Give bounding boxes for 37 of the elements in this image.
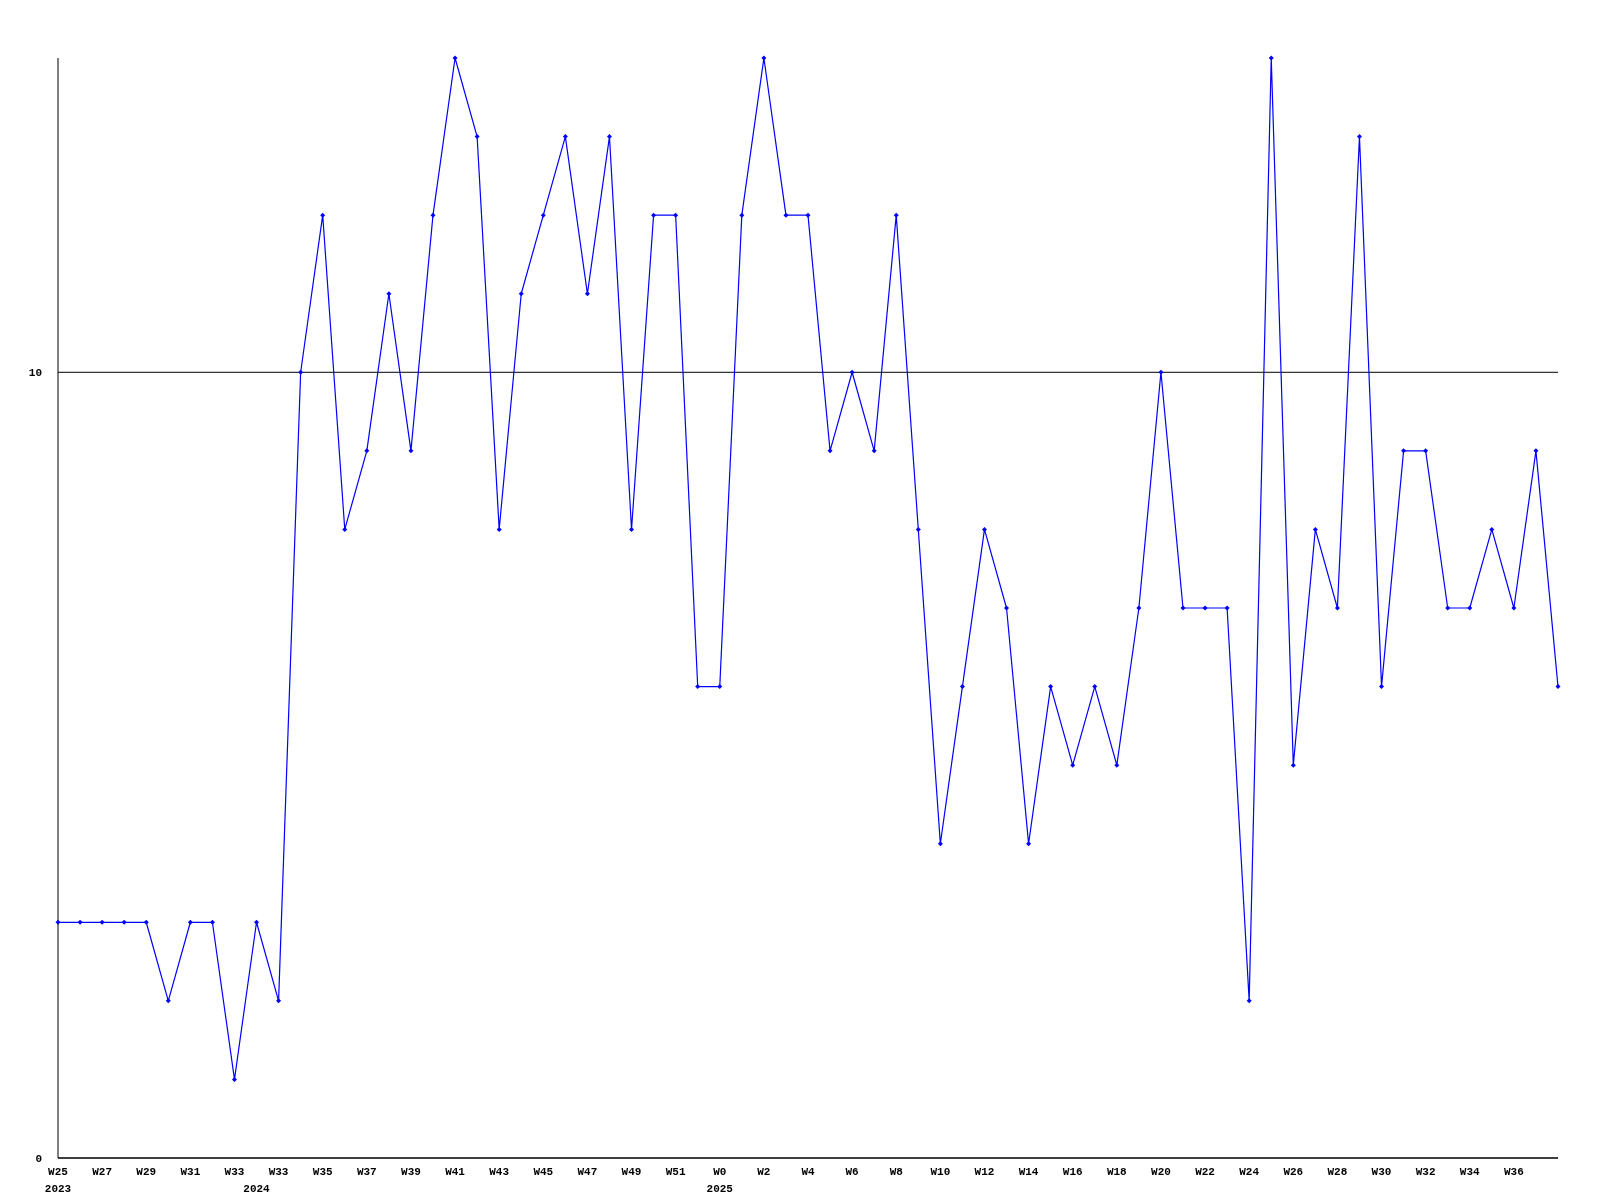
x-tick-label: W33 (268, 1166, 289, 1178)
x-tick-label: W49 (621, 1166, 642, 1178)
x-tick-label: 2024 (243, 1183, 271, 1195)
x-tick-label: W45 (533, 1166, 554, 1178)
x-tick-label: W18 (1106, 1166, 1128, 1178)
x-tick-label: W37 (356, 1166, 377, 1178)
x-tick-label: W35 (312, 1166, 333, 1178)
x-tick-label: W16 (1062, 1166, 1083, 1178)
x-tick-label: W2 (757, 1166, 771, 1178)
x-tick-label: W27 (92, 1166, 113, 1178)
x-tick-label: W33 (224, 1166, 245, 1178)
x-tick-label: W14 (1018, 1166, 1039, 1178)
x-tick-label: W4 (801, 1166, 815, 1178)
x-tick-label: W25 2023 (44, 1166, 72, 1195)
y-tick-label: 10 (28, 367, 42, 380)
x-tick-label: W8 (889, 1166, 904, 1178)
x-tick-label: W6 (845, 1166, 859, 1178)
x-tick-label: W51 (665, 1166, 686, 1178)
x-tick-label: W31 (180, 1166, 201, 1178)
x-tick-label: W34 (1459, 1166, 1481, 1178)
x-tick-label: W30 (1371, 1166, 1392, 1178)
x-tick-label: W36 (1503, 1166, 1524, 1178)
x-tick-label: W0 2025 (706, 1166, 734, 1195)
x-tick-label: W22 (1195, 1166, 1215, 1178)
x-tick-label: W20 (1151, 1166, 1171, 1178)
x-tick-label: W47 (577, 1166, 598, 1178)
x-tick-label: W32 (1415, 1166, 1436, 1178)
x-tick-label: W12 (974, 1166, 995, 1178)
y-tick-label: 0 (35, 1152, 42, 1165)
x-tick-label: W10 (930, 1166, 951, 1178)
x-tick-label: W39 (401, 1166, 421, 1178)
x-tick-label: W41 (445, 1166, 466, 1178)
x-tick-label: W26 (1283, 1166, 1304, 1178)
x-tick-label: W43 (489, 1166, 510, 1178)
x-tick-label: W24 (1239, 1166, 1260, 1178)
x-tick-label: W29 (136, 1166, 157, 1178)
x-tick-label: W28 (1327, 1166, 1348, 1178)
